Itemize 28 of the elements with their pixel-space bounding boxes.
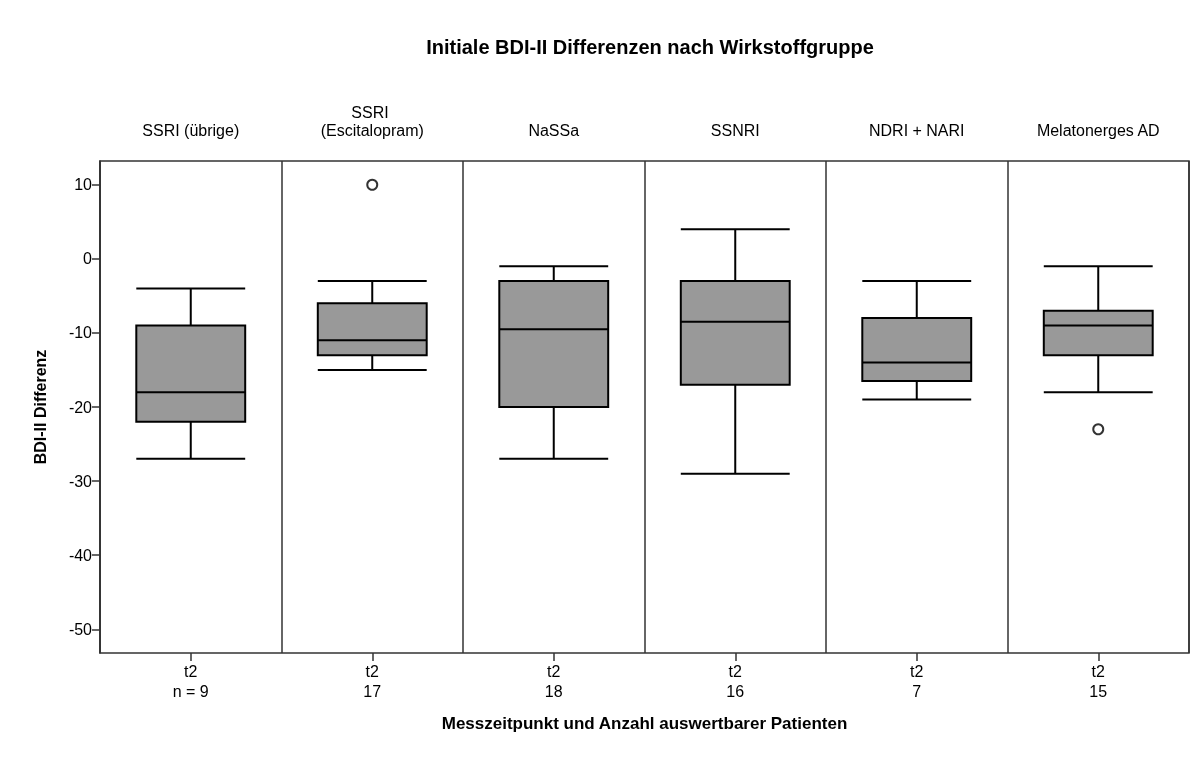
y-tick-label: -40 <box>68 546 93 564</box>
text: 18 <box>544 682 563 700</box>
text: t2 <box>184 662 198 680</box>
text: t2 <box>728 662 743 680</box>
text: t2 <box>910 662 924 680</box>
y-tick-label: -30 <box>68 472 93 490</box>
x-tick-label: NaSSa <box>528 121 580 139</box>
x-tick-label: NDRI + NARI <box>868 121 965 139</box>
x-tick-label: SSRI (Escitalopram) <box>320 103 424 139</box>
x-tick-label: SSRI (übrige) <box>142 121 240 139</box>
y-axis-title: BDI-II Differenz <box>31 349 49 465</box>
y-tick-label: -20 <box>68 398 93 416</box>
y-tick-label: -50 <box>68 620 93 638</box>
text: 16 <box>726 682 745 700</box>
y-tick-label: 0 <box>83 250 93 268</box>
y-tick-label: -10 <box>68 324 93 342</box>
text: 15 <box>1089 682 1108 700</box>
text: t2 <box>365 662 380 680</box>
x-tick-label: Melatonerges AD <box>1036 121 1160 139</box>
y-tick-label: 10 <box>74 176 93 194</box>
text: 17 <box>363 682 382 700</box>
text: 7 <box>912 682 922 700</box>
text: t2 <box>1091 662 1106 680</box>
text: t2 <box>547 662 561 680</box>
x-tick-label: SSNRI <box>710 121 760 139</box>
chart-title: Initiale BDI-II Differenzen nach Wirkstoffgruppe <box>426 36 874 58</box>
text: n = 9 <box>172 682 209 700</box>
x-axis-title: Messzeitpunkt und Anzahl auswertbarer Patienten <box>441 714 848 733</box>
